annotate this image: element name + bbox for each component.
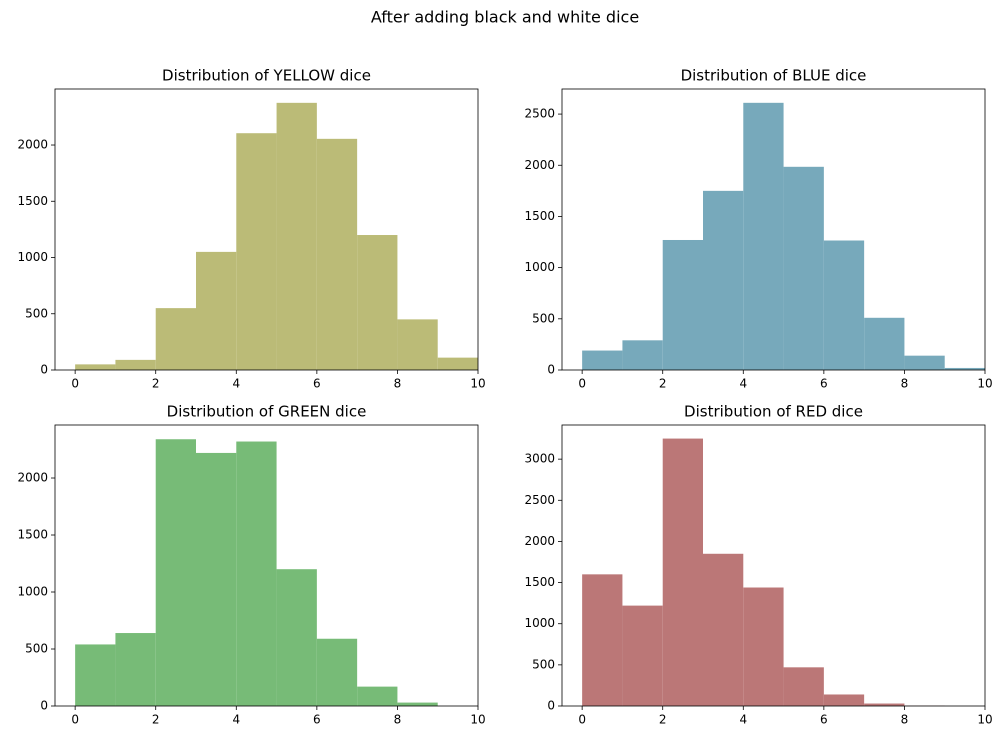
y-tick-label: 500 [532, 311, 555, 325]
y-tick-label: 2000 [17, 471, 48, 485]
histogram-bar [196, 452, 237, 706]
axes-frame [561, 88, 986, 371]
x-tick-label: 2 [152, 377, 160, 391]
figure-title: After adding black and white dice [371, 8, 639, 27]
axes-frame [54, 88, 479, 371]
x-tick-label: 2 [659, 377, 667, 391]
x-tick-label: 10 [470, 377, 485, 391]
y-tick-label: 1000 [524, 260, 555, 274]
histogram-bar [743, 587, 784, 706]
y-tick-label: 1500 [17, 194, 48, 208]
x-tick-label: 4 [739, 713, 747, 727]
histogram-bar [196, 251, 237, 370]
histogram-bar [864, 703, 905, 706]
histogram-bar [397, 702, 438, 706]
x-tick-label: 2 [659, 713, 667, 727]
histogram-bar [357, 686, 398, 706]
histogram-bar [155, 308, 196, 370]
histogram-bar [236, 441, 277, 706]
x-tick-label: 6 [313, 713, 321, 727]
histogram-bar [622, 605, 663, 706]
histogram-bar [357, 235, 398, 370]
y-tick-label: 500 [532, 657, 555, 671]
histogram-bar [823, 694, 865, 706]
histogram-bar [316, 638, 358, 706]
x-tick-label: 0 [578, 713, 586, 727]
x-tick-label: 6 [820, 377, 828, 391]
histogram-bar [276, 102, 317, 370]
histogram-bar [115, 633, 156, 706]
subplot-title: Distribution of GREEN dice [167, 403, 367, 421]
x-tick-label: 10 [977, 713, 992, 727]
y-tick-label: 0 [547, 363, 555, 377]
subplot-title: Distribution of BLUE dice [681, 67, 867, 85]
y-tick-label: 500 [25, 306, 48, 320]
y-tick-label: 2000 [524, 158, 555, 172]
x-tick-label: 8 [394, 713, 402, 727]
x-tick-label: 4 [232, 377, 240, 391]
y-tick-label: 1000 [17, 585, 48, 599]
y-tick-label: 1500 [17, 528, 48, 542]
y-tick-label: 1000 [17, 250, 48, 264]
histogram-bar [823, 240, 865, 370]
subplot-title: Distribution of RED dice [684, 403, 863, 421]
y-tick-label: 2000 [524, 534, 555, 548]
histogram-bar [904, 355, 945, 370]
y-tick-label: 2500 [524, 107, 555, 121]
y-tick-label: 3000 [524, 452, 555, 466]
histogram-bar [944, 367, 985, 370]
histogram-bar [662, 438, 703, 706]
x-tick-label: 6 [820, 713, 828, 727]
y-tick-label: 0 [547, 699, 555, 713]
histogram-bar [703, 553, 744, 706]
histogram-bar [703, 190, 744, 370]
x-tick-label: 0 [71, 377, 79, 391]
histogram-bar [662, 239, 703, 370]
histogram-bar [783, 166, 824, 370]
histogram-bar [316, 138, 358, 370]
histogram-bar [276, 569, 317, 706]
subplot-title: Distribution of YELLOW dice [162, 67, 371, 85]
histogram-bar [437, 357, 478, 370]
histogram-bar [75, 364, 116, 370]
x-tick-label: 4 [232, 713, 240, 727]
x-tick-label: 10 [470, 713, 485, 727]
x-tick-label: 4 [739, 377, 747, 391]
y-tick-label: 1500 [524, 209, 555, 223]
y-tick-label: 0 [40, 363, 48, 377]
y-tick-label: 0 [40, 699, 48, 713]
histogram-bar [155, 439, 196, 706]
histogram-bar [236, 133, 277, 370]
histogram-bar [582, 574, 623, 706]
y-tick-label: 1000 [524, 616, 555, 630]
histogram-bar [582, 350, 623, 370]
x-tick-label: 0 [578, 377, 586, 391]
x-tick-label: 8 [901, 377, 909, 391]
histogram-bar [864, 317, 905, 370]
y-tick-label: 1500 [524, 575, 555, 589]
x-tick-label: 0 [71, 713, 79, 727]
y-tick-label: 2000 [17, 138, 48, 152]
histogram-bar [622, 340, 663, 370]
x-tick-label: 2 [152, 713, 160, 727]
histogram-bar [397, 319, 438, 370]
histogram-bar [115, 359, 156, 370]
axes-frame [561, 424, 986, 707]
histogram-bar [783, 667, 824, 706]
x-tick-label: 8 [901, 713, 909, 727]
histogram-bar [743, 102, 784, 370]
x-tick-label: 6 [313, 377, 321, 391]
x-tick-label: 8 [394, 377, 402, 391]
y-tick-label: 2500 [524, 493, 555, 507]
histogram-bar [75, 644, 116, 706]
x-tick-label: 10 [977, 377, 992, 391]
axes-frame [54, 424, 479, 707]
y-tick-label: 500 [25, 642, 48, 656]
